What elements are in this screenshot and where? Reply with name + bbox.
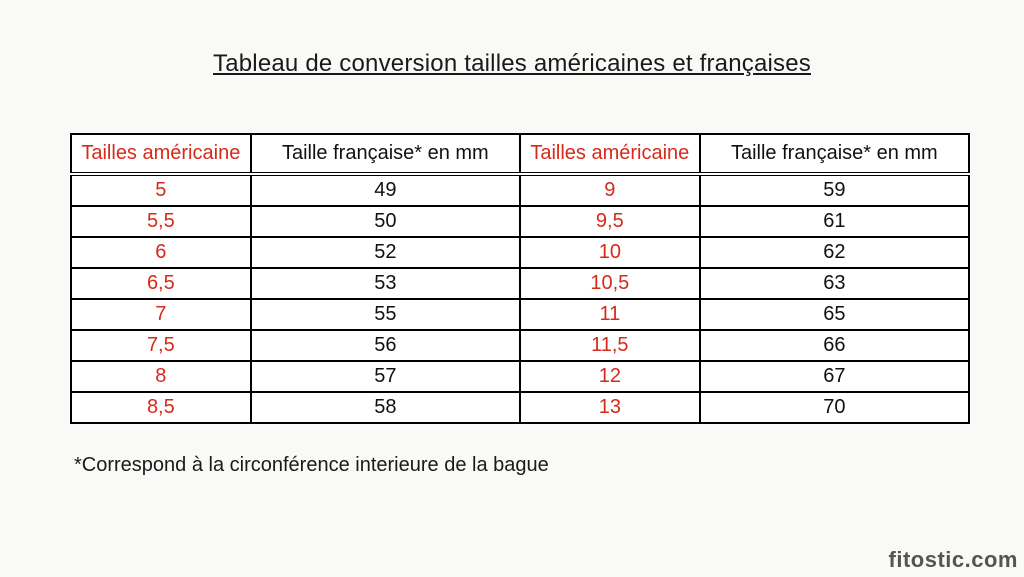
table-row: 7,5 56 11,5 66 (71, 330, 969, 361)
watermark: fitostic.com (889, 547, 1018, 573)
cell-us: 8,5 (71, 392, 251, 423)
cell-fr: 67 (700, 361, 969, 392)
cell-fr: 56 (251, 330, 520, 361)
cell-fr: 50 (251, 206, 520, 237)
cell-fr: 70 (700, 392, 969, 423)
cell-us: 9 (520, 174, 700, 206)
cell-us: 5 (71, 174, 251, 206)
page-title: Tableau de conversion tailles américaine… (60, 50, 964, 78)
cell-us: 7 (71, 299, 251, 330)
cell-fr: 61 (700, 206, 969, 237)
cell-us: 9,5 (520, 206, 700, 237)
cell-fr: 53 (251, 268, 520, 299)
cell-us: 7,5 (71, 330, 251, 361)
cell-us: 12 (520, 361, 700, 392)
cell-us: 13 (520, 392, 700, 423)
table-row: 5,5 50 9,5 61 (71, 206, 969, 237)
cell-us: 11 (520, 299, 700, 330)
cell-fr: 63 (700, 268, 969, 299)
table-row: 8 57 12 67 (71, 361, 969, 392)
cell-us: 11,5 (520, 330, 700, 361)
table-row: 5 49 9 59 (71, 174, 969, 206)
cell-fr: 65 (700, 299, 969, 330)
page: Tableau de conversion tailles américaine… (0, 0, 1024, 577)
cell-us: 8 (71, 361, 251, 392)
cell-fr: 58 (251, 392, 520, 423)
conversion-table: Tailles américaine Taille française* en … (70, 133, 970, 424)
table-row: 8,5 58 13 70 (71, 392, 969, 423)
table-row: 6 52 10 62 (71, 237, 969, 268)
cell-us: 6,5 (71, 268, 251, 299)
footnote: *Correspond à la circonférence interieur… (74, 454, 964, 477)
cell-fr: 59 (700, 174, 969, 206)
col-header-us-1: Tailles américaine (71, 134, 251, 174)
cell-fr: 52 (251, 237, 520, 268)
cell-us: 10 (520, 237, 700, 268)
cell-fr: 55 (251, 299, 520, 330)
cell-us: 5,5 (71, 206, 251, 237)
col-header-fr-1: Taille française* en mm (251, 134, 520, 174)
table-body: 5 49 9 59 5,5 50 9,5 61 6 52 10 62 6,5 5… (71, 174, 969, 423)
table-row: 6,5 53 10,5 63 (71, 268, 969, 299)
cell-fr: 66 (700, 330, 969, 361)
cell-fr: 62 (700, 237, 969, 268)
col-header-fr-2: Taille française* en mm (700, 134, 969, 174)
col-header-us-2: Tailles américaine (520, 134, 700, 174)
cell-fr: 49 (251, 174, 520, 206)
cell-us: 10,5 (520, 268, 700, 299)
cell-fr: 57 (251, 361, 520, 392)
table-header-row: Tailles américaine Taille française* en … (71, 134, 969, 174)
cell-us: 6 (71, 237, 251, 268)
table-row: 7 55 11 65 (71, 299, 969, 330)
